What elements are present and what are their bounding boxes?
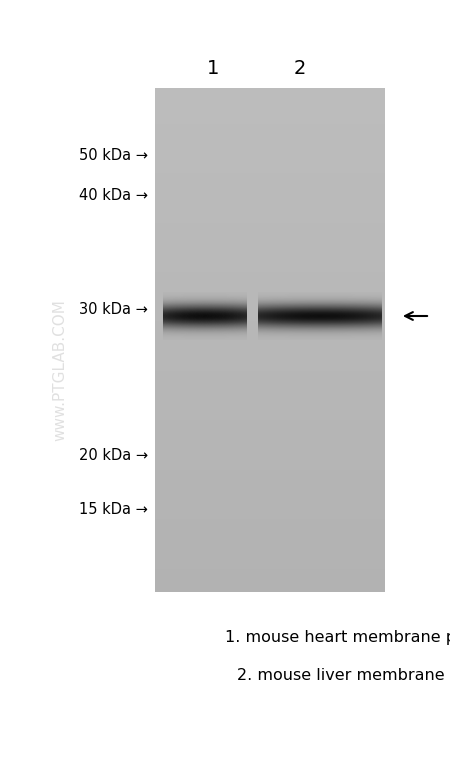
Text: 20 kDa →: 20 kDa →: [79, 448, 148, 463]
Text: 1. mouse heart membrane protein: 1. mouse heart membrane protein: [225, 630, 450, 645]
Text: 2: 2: [294, 58, 306, 77]
Text: 50 kDa →: 50 kDa →: [79, 147, 148, 162]
Text: www.PTGLAB.COM: www.PTGLAB.COM: [53, 299, 68, 441]
Text: 2. mouse liver membrane protein: 2. mouse liver membrane protein: [237, 668, 450, 683]
Text: 15 kDa →: 15 kDa →: [79, 502, 148, 517]
Text: 1: 1: [207, 58, 219, 77]
Text: 40 kDa →: 40 kDa →: [79, 187, 148, 203]
Text: 30 kDa →: 30 kDa →: [79, 303, 148, 317]
